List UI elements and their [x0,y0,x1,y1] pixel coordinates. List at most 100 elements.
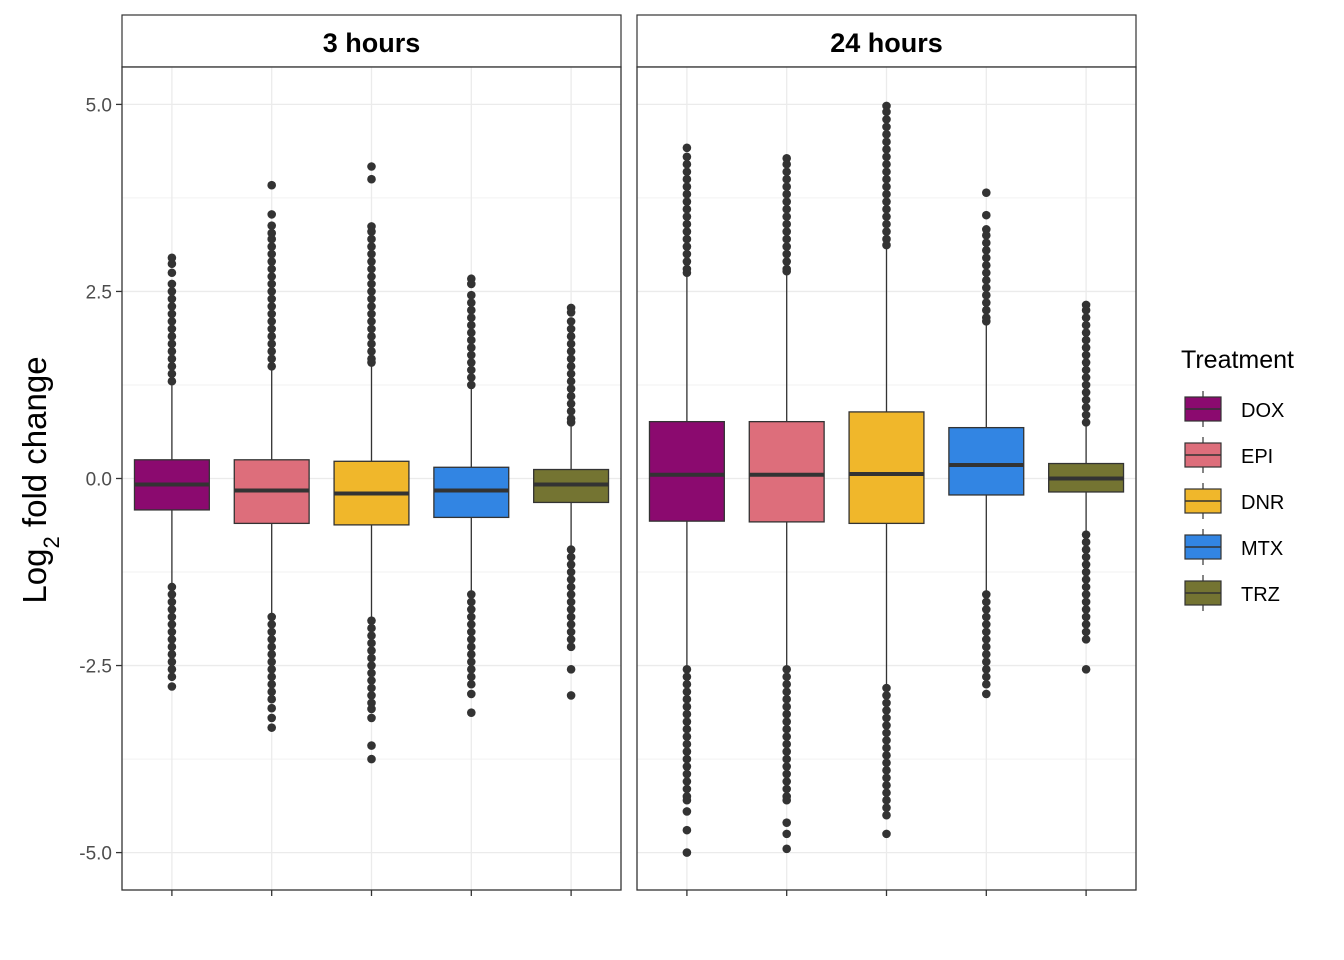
outlier-point [367,339,376,349]
outlier-point [267,228,277,238]
outlier-point [467,597,476,607]
outlier-point [267,287,277,296]
outlier-point [467,298,476,307]
outlier-point [1081,358,1091,367]
outlier-point [982,225,991,234]
outlier-point [467,672,476,682]
outlier-point [782,204,791,214]
outlier-point [1081,320,1091,330]
outlier-point [467,328,476,337]
outlier-point [167,597,177,607]
outlier-point [1081,305,1091,315]
outlier-point [882,182,891,192]
outlier-point [566,612,576,622]
outlier-point [367,713,376,723]
outlier-point [367,683,376,693]
outlier-point [367,324,376,334]
outlier-point [167,376,177,386]
facet-title: 3 hours [323,28,421,58]
outlier-point [566,635,576,644]
outlier-point [167,339,177,349]
outlier-point [882,234,891,244]
outlier-point [782,242,791,251]
outlier-point [566,406,576,416]
outlier-point [982,650,991,659]
outlier-point [682,825,692,835]
outlier-point [167,605,177,614]
outlier-point [566,354,576,364]
outlier-point [982,620,991,629]
outlier-point [467,373,476,382]
outlier-point [682,182,692,192]
outlier-point [782,762,791,771]
outlier-point [682,747,692,756]
facet-title: 24 hours [830,28,943,58]
facet-panel: 24 hours [636,14,1137,896]
outlier-point [782,717,791,726]
outlier-point [782,219,791,229]
outlier-point [882,691,891,700]
box-iqr [748,420,825,523]
outlier-point [682,143,692,153]
outlier-point [782,784,791,794]
outlier-point [367,302,376,311]
box-dnr [848,101,925,839]
outlier-point [566,597,576,607]
outlier-point [167,682,177,691]
outlier-point [566,642,576,652]
outlier-point [267,317,277,326]
outlier-point [167,361,177,371]
outlier-point [882,167,891,177]
outlier-point [167,627,177,637]
outlier-point [467,620,476,629]
outlier-point [982,305,991,315]
outlier-point [882,780,891,790]
outlier-point [566,418,576,427]
outlier-point [682,249,692,259]
outlier-point [267,210,277,219]
outliers [882,101,891,839]
outlier-point [367,631,376,640]
outlier-point [1081,575,1091,584]
outlier-point [267,294,277,304]
outlier-point [782,702,791,711]
outlier-point [566,361,576,371]
outlier-point [167,294,177,304]
outlier-point [782,234,791,244]
outlier-point [167,582,177,592]
outlier-point [167,354,177,364]
outlier-point [682,159,692,169]
box-mtx [948,188,1025,699]
outlier-point [167,259,177,269]
outlier-point [882,159,891,169]
outlier-point [367,272,376,281]
outlier-point [982,210,991,220]
outlier-point [882,683,891,693]
outlier-point [882,145,891,154]
outliers [167,253,177,691]
outlier-point [782,754,791,764]
y-tick-label: 2.5 [86,282,112,303]
outlier-point [682,189,692,199]
outlier-point [566,308,576,317]
outlier-point [467,708,476,717]
legend-label: DNR [1241,492,1284,514]
outlier-point [982,672,991,682]
outlier-point [782,709,791,719]
outlier-point [982,597,991,607]
outlier-point [167,672,177,682]
outlier-point [467,590,476,599]
outlier-point [566,369,576,379]
outlier-point [682,694,692,704]
outlier-point [882,152,891,162]
outlier-point [566,324,576,334]
legend-entry-mtx: MTX [1184,529,1283,565]
outlier-point [1081,552,1091,562]
outlier-point [267,713,277,723]
legend-entry-epi: EPI [1184,437,1273,473]
outlier-point [982,253,991,263]
legend-label: MTX [1241,538,1283,560]
outlier-point [682,687,692,697]
outlier-point [782,189,791,199]
